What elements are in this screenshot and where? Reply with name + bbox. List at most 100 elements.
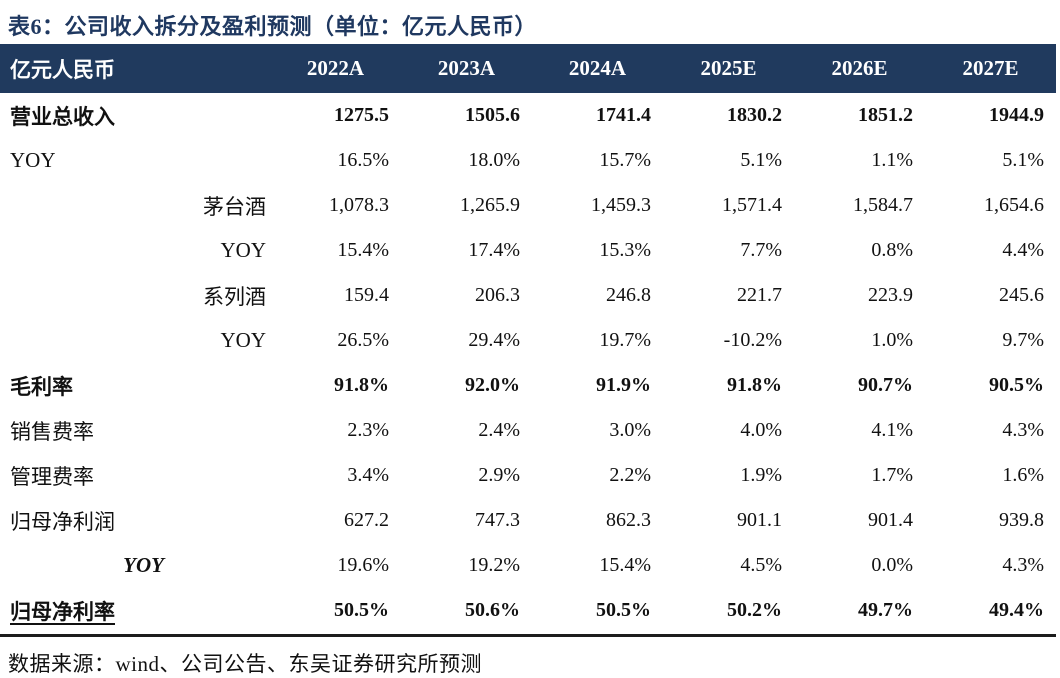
- cell-value: 627.2: [344, 509, 389, 531]
- row-label: YOY: [220, 238, 267, 262]
- cell-value: 9.7%: [1002, 329, 1044, 351]
- cell-value: 15.3%: [599, 239, 651, 261]
- cell-value: 1.6%: [1002, 464, 1044, 486]
- cell-value: 221.7: [737, 284, 782, 306]
- cell-value: 92.0%: [465, 374, 520, 396]
- cell-value: 1,654.6: [984, 194, 1044, 216]
- table-row: YOY 26.5% 29.4% 19.7% -10.2% 1.0% 9.7%: [0, 318, 1056, 363]
- table-row: 系列酒 159.4 206.3 246.8 221.7 223.9 245.6: [0, 273, 1056, 318]
- row-label: 系列酒: [203, 284, 266, 309]
- cell-value: 1851.2: [858, 104, 913, 126]
- cell-value: 2.2%: [609, 464, 651, 486]
- cell-value: 2.9%: [478, 464, 520, 486]
- cell-value: 90.7%: [858, 374, 913, 396]
- cell-value: 159.4: [344, 284, 389, 306]
- cell-value: 4.5%: [740, 554, 782, 576]
- cell-value: 862.3: [606, 509, 651, 531]
- table-title: 表6：公司收入拆分及盈利预测（单位：亿元人民币）: [8, 14, 538, 39]
- cell-value: 1,459.3: [591, 194, 651, 216]
- cell-value: 29.4%: [468, 329, 520, 351]
- cell-value: 1,584.7: [853, 194, 913, 216]
- cell-value: 3.0%: [609, 419, 651, 441]
- row-label: YOY: [123, 553, 164, 577]
- cell-value: 0.0%: [871, 554, 913, 576]
- cell-value: -10.2%: [723, 329, 782, 351]
- table-row: 销售费率 2.3% 2.4% 3.0% 4.0% 4.1% 4.3%: [0, 408, 1056, 453]
- cell-value: 17.4%: [468, 239, 520, 261]
- column-header-2023A: 2023A: [437, 56, 496, 80]
- cell-value: 747.3: [475, 509, 520, 531]
- cell-value: 4.4%: [1002, 239, 1044, 261]
- column-header-2025E: 2025E: [700, 56, 757, 80]
- row-label: 管理费率: [10, 464, 94, 489]
- row-label: 归母净利润: [10, 509, 115, 534]
- bottom-rule: [0, 634, 1056, 637]
- table-row: 毛利率 91.8% 92.0% 91.9% 91.8% 90.7% 90.5%: [0, 363, 1056, 408]
- cell-value: 50.2%: [727, 599, 782, 621]
- cell-value: 49.7%: [858, 599, 913, 621]
- cell-value: 7.7%: [740, 239, 782, 261]
- cell-value: 91.8%: [727, 374, 782, 396]
- cell-value: 1,571.4: [722, 194, 782, 216]
- cell-value: 4.3%: [1002, 554, 1044, 576]
- cell-value: 16.5%: [337, 149, 389, 171]
- row-label: 销售费率: [10, 419, 94, 444]
- table-body: 营业总收入 1275.5 1505.6 1741.4 1830.2 1851.2 1944.…: [0, 93, 1056, 633]
- unit-label: 亿元人民币: [10, 57, 115, 82]
- cell-value: 19.2%: [468, 554, 520, 576]
- cell-value: 50.6%: [465, 599, 520, 621]
- cell-value: 0.8%: [871, 239, 913, 261]
- cell-value: 5.1%: [1002, 149, 1044, 171]
- table-row: YOY 19.6% 19.2% 15.4% 4.5% 0.0% 4.3%: [0, 543, 1056, 588]
- cell-value: 49.4%: [989, 599, 1044, 621]
- cell-value: 19.6%: [337, 554, 389, 576]
- cell-value: 2.4%: [478, 419, 520, 441]
- cell-value: 1830.2: [727, 104, 782, 126]
- cell-value: 246.8: [606, 284, 651, 306]
- cell-value: 50.5%: [334, 599, 389, 621]
- cell-value: 15.7%: [599, 149, 651, 171]
- cell-value: 1.7%: [871, 464, 913, 486]
- row-label: 茅台酒: [203, 194, 266, 219]
- cell-value: 3.4%: [347, 464, 389, 486]
- cell-value: 19.7%: [599, 329, 651, 351]
- table-row: YOY 16.5% 18.0% 15.7% 5.1% 1.1% 5.1%: [0, 138, 1056, 183]
- cell-value: 206.3: [475, 284, 520, 306]
- cell-value: 5.1%: [740, 149, 782, 171]
- cell-value: 1944.9: [989, 104, 1044, 126]
- row-label: YOY: [220, 328, 267, 352]
- cell-value: 939.8: [999, 509, 1044, 531]
- cell-value: 18.0%: [468, 149, 520, 171]
- table-row: YOY 15.4% 17.4% 15.3% 7.7% 0.8% 4.4%: [0, 228, 1056, 273]
- cell-value: 91.9%: [596, 374, 651, 396]
- cell-value: 4.0%: [740, 419, 782, 441]
- cell-value: 1.0%: [871, 329, 913, 351]
- column-header-2022A: 2022A: [306, 56, 365, 80]
- cell-value: 1,078.3: [329, 194, 389, 216]
- cell-value: 15.4%: [599, 554, 651, 576]
- cell-value: 4.3%: [1002, 419, 1044, 441]
- financial-table: 亿元人民币 2022A 2023A 2024A 2025E 2026E 2027…: [0, 44, 1056, 633]
- cell-value: 1275.5: [334, 104, 389, 126]
- source-note: 数据来源：wind、公司公告、东吴证券研究所预测: [8, 652, 482, 676]
- table-row: 归母净利率 50.5% 50.6% 50.5% 50.2% 49.7% 49.4%: [0, 588, 1056, 633]
- cell-value: 26.5%: [337, 329, 389, 351]
- cell-value: 223.9: [868, 284, 913, 306]
- table-row: 茅台酒 1,078.3 1,265.9 1,459.3 1,571.4 1,584.7 1,…: [0, 183, 1056, 228]
- cell-value: 245.6: [999, 284, 1044, 306]
- cell-value: 901.4: [868, 509, 913, 531]
- cell-value: 15.4%: [337, 239, 389, 261]
- cell-value: 91.8%: [334, 374, 389, 396]
- table-row: 归母净利润 627.2 747.3 862.3 901.1 901.4 939.8: [0, 498, 1056, 543]
- column-header-2026E: 2026E: [831, 56, 888, 80]
- row-label: YOY: [10, 148, 56, 172]
- cell-value: 90.5%: [989, 374, 1044, 396]
- table-row: 管理费率 3.4% 2.9% 2.2% 1.9% 1.7% 1.6%: [0, 453, 1056, 498]
- column-header-2027E: 2027E: [962, 56, 1019, 80]
- cell-value: 50.5%: [596, 599, 651, 621]
- row-label: 营业总收入: [10, 104, 115, 129]
- cell-value: 1.1%: [871, 149, 913, 171]
- cell-value: 4.1%: [871, 419, 913, 441]
- header-row: 亿元人民币 2022A 2023A 2024A 2025E 2026E 2027…: [0, 44, 1056, 93]
